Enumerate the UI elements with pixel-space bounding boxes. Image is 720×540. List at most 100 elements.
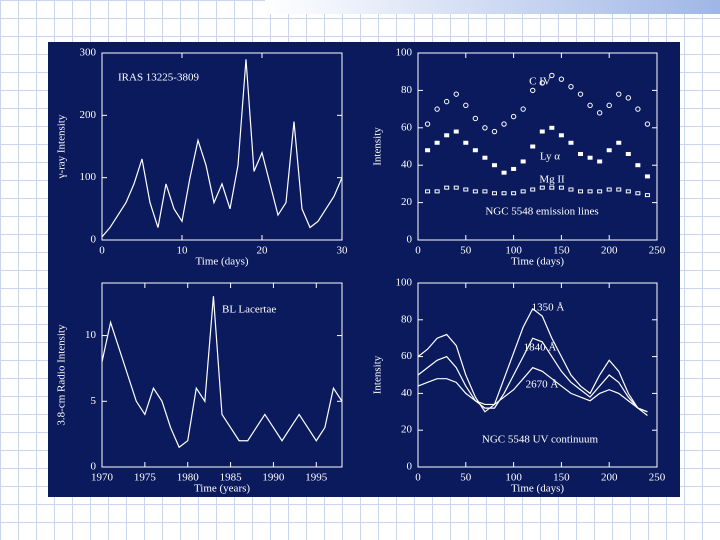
data-line <box>101 296 343 449</box>
y-tick-label: 80 <box>401 84 413 96</box>
marker <box>606 148 612 153</box>
marker <box>587 102 593 109</box>
x-tick-label: 200 <box>601 245 618 257</box>
marker <box>596 110 603 116</box>
marker <box>530 144 536 149</box>
marker <box>424 121 431 127</box>
y-tick-label: 20 <box>401 424 413 436</box>
marker <box>520 159 526 164</box>
marker <box>549 72 555 79</box>
marker <box>491 191 497 196</box>
plot-annotation: NGC 5548 emission lines <box>485 206 598 218</box>
y-tick-label: 100 <box>80 171 97 183</box>
marker <box>587 189 593 194</box>
x-tick-label: 1970 <box>91 472 114 484</box>
x-tick-label: 250 <box>649 245 666 257</box>
marker <box>635 191 641 196</box>
x-tick-label: 1995 <box>305 472 328 484</box>
marker <box>530 87 536 94</box>
y-tick-label: 10 <box>85 329 97 341</box>
marker <box>644 193 650 198</box>
marker <box>597 159 603 164</box>
x-tick-label: 150 <box>553 245 570 257</box>
x-tick-label: 250 <box>649 472 666 484</box>
x-tick-label: 100 <box>505 472 522 484</box>
x-tick-label: 1985 <box>220 472 243 484</box>
marker <box>443 98 450 105</box>
x-tick-label: 20 <box>257 245 269 257</box>
marker <box>501 121 507 127</box>
plot-annotation: NGC 5548 UV continuum <box>482 434 599 446</box>
series-label: 1350 Å <box>532 302 565 314</box>
x-tick-label: 1990 <box>262 472 285 484</box>
marker <box>425 189 431 194</box>
marker <box>549 185 555 190</box>
marker <box>434 106 440 112</box>
y-tick-label: 0 <box>91 234 97 246</box>
marker <box>491 128 498 135</box>
x-tick-label: 0 <box>415 472 421 484</box>
marker <box>644 121 651 127</box>
plot-frame <box>101 52 343 241</box>
marker <box>578 189 584 194</box>
data-line <box>417 366 648 413</box>
x-axis-label: Time (days) <box>511 483 564 495</box>
data-line <box>101 59 343 238</box>
marker <box>530 187 536 192</box>
plot-frame <box>101 282 343 468</box>
marker <box>616 91 622 97</box>
marker <box>635 163 641 168</box>
marker <box>644 174 650 179</box>
marker <box>491 163 497 168</box>
marker <box>625 189 631 194</box>
x-tick-label: 100 <box>505 245 522 257</box>
marker <box>482 155 488 160</box>
marker <box>511 191 517 196</box>
marker <box>472 115 479 122</box>
y-tick-label: 40 <box>401 387 413 399</box>
marker <box>539 185 545 190</box>
x-tick-label: 10 <box>177 245 189 257</box>
marker <box>568 187 574 192</box>
series-label: Mg II <box>539 174 565 186</box>
y-tick-label: 60 <box>401 121 413 133</box>
marker <box>616 187 622 192</box>
x-tick-label: 150 <box>553 472 570 484</box>
marker <box>482 189 488 194</box>
marker <box>463 187 469 192</box>
x-tick-label: 200 <box>601 472 618 484</box>
marker <box>463 140 469 145</box>
y-axis-label: γ-ray Intensity <box>56 114 68 179</box>
marker <box>510 113 517 120</box>
marker <box>549 125 555 130</box>
marker <box>578 151 584 156</box>
marker <box>453 129 459 134</box>
marker <box>616 140 622 145</box>
marker <box>501 191 507 196</box>
marker <box>558 185 564 190</box>
marker <box>520 106 526 112</box>
y-tick-label: 100 <box>396 47 413 59</box>
y-tick-label: 5 <box>91 395 97 407</box>
marker <box>597 189 603 194</box>
marker <box>625 95 632 101</box>
marker <box>625 151 631 156</box>
marker <box>434 189 440 194</box>
marker <box>606 187 612 192</box>
plot-annotation: IRAS 13225-3809 <box>118 72 199 84</box>
marker <box>577 91 584 97</box>
x-tick-label: 30 <box>337 245 349 257</box>
marker <box>635 106 641 112</box>
image-background <box>48 42 680 497</box>
marker <box>444 133 450 138</box>
series-label: Ly α <box>540 151 560 163</box>
marker <box>558 133 564 138</box>
series-label: 2670 Å <box>526 379 559 391</box>
marker <box>425 148 431 153</box>
y-tick-label: 80 <box>401 313 413 325</box>
marker <box>568 83 574 90</box>
y-axis-label: Intensity <box>372 355 384 394</box>
marker <box>444 185 450 190</box>
